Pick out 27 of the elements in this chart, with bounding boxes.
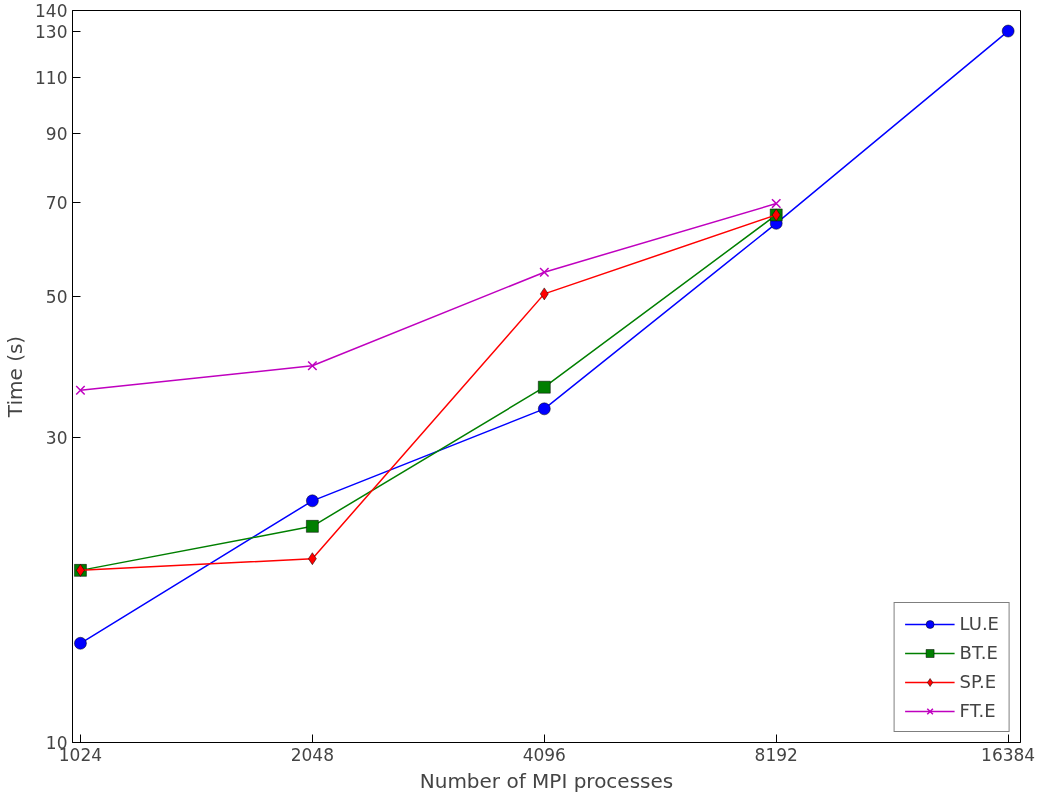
point <box>306 494 319 508</box>
legend-label: BT.E <box>959 642 998 663</box>
x-tick-label: 2048 <box>290 744 334 765</box>
point <box>539 267 550 278</box>
x-tick-label: 4096 <box>522 744 566 765</box>
point <box>1001 24 1015 38</box>
y-tick-label: 70 <box>45 193 68 214</box>
point <box>307 360 318 371</box>
point <box>771 198 782 209</box>
legend-label: FT.E <box>959 700 996 721</box>
y-tick-label: 110 <box>35 67 68 88</box>
y-tick-label: 130 <box>35 21 68 42</box>
y-axis-title: Time (s) <box>3 335 28 419</box>
y-tick-label: 140 <box>35 1 68 21</box>
legend-label: LU.E <box>959 613 999 634</box>
point <box>538 380 551 394</box>
x-tick-label: 8192 <box>754 744 798 765</box>
point <box>74 637 87 650</box>
y-tick-label: 50 <box>45 286 68 307</box>
x-tick-label: 16384 <box>981 744 1036 765</box>
y-tick-label: 90 <box>45 123 68 144</box>
x-axis-title: Number of MPI processes <box>419 768 674 793</box>
point <box>538 402 551 416</box>
legend-label: SP.E <box>959 671 997 692</box>
point <box>306 520 319 533</box>
y-tick-label: 30 <box>45 428 68 449</box>
point <box>75 385 86 396</box>
